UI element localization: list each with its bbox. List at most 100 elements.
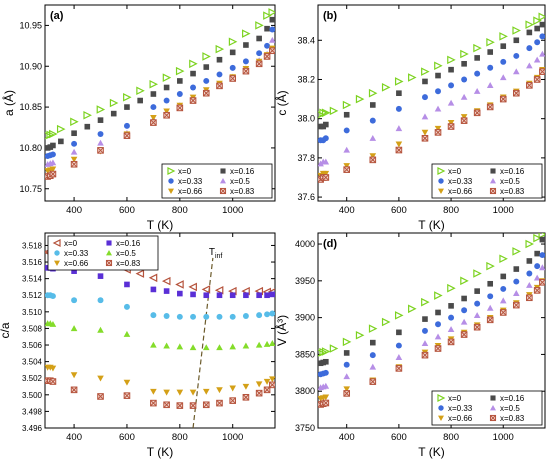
data-point xyxy=(447,326,455,333)
legend-marker-cross xyxy=(220,188,226,194)
x-tick-label: 400 xyxy=(66,205,82,216)
data-point xyxy=(538,233,545,239)
data-point xyxy=(487,280,494,287)
data-point xyxy=(97,139,104,146)
data-point xyxy=(447,123,455,130)
data-point xyxy=(229,313,236,320)
y-axis-label: a (Å) xyxy=(1,90,16,116)
data-point xyxy=(513,266,520,272)
data-point-cross xyxy=(447,123,455,130)
data-point xyxy=(434,291,443,300)
data-point xyxy=(190,291,196,298)
series-1 xyxy=(45,16,275,151)
data-point-cross xyxy=(534,76,541,83)
series-0 xyxy=(318,12,545,119)
data-point xyxy=(368,324,378,333)
data-point xyxy=(369,134,377,141)
data-point xyxy=(474,70,481,77)
data-point xyxy=(534,25,540,32)
data-point xyxy=(97,147,104,154)
data-point-cross xyxy=(526,294,533,301)
data-point xyxy=(255,389,263,397)
data-point xyxy=(322,382,330,389)
data-point xyxy=(395,146,403,154)
data-point xyxy=(395,105,402,112)
legend-marker xyxy=(437,394,446,402)
data-point-cross xyxy=(395,146,403,154)
data-point xyxy=(202,52,211,61)
legend-marker xyxy=(168,178,174,184)
data-point xyxy=(473,43,482,53)
data-point xyxy=(396,90,402,97)
data-point xyxy=(58,138,64,145)
data-point xyxy=(83,110,92,120)
legend-marker xyxy=(106,240,112,246)
legend-label: x=0.83 xyxy=(500,187,525,196)
data-point xyxy=(343,373,351,380)
data-point xyxy=(229,64,236,71)
data-point xyxy=(242,342,250,349)
legend-box xyxy=(161,163,273,199)
legend: x=0 x=0.16 x=0.33 x=0.5 x=0.66 x=0.83 xyxy=(47,235,159,271)
y-tick-label: 38.2 xyxy=(297,74,315,84)
legend-label: x=0.66 xyxy=(448,414,473,423)
data-point-cross xyxy=(163,401,170,408)
data-point xyxy=(150,388,157,395)
data-point xyxy=(216,292,223,299)
data-point xyxy=(435,321,441,328)
data-point xyxy=(215,44,225,54)
data-point xyxy=(395,342,402,349)
x-tick-label: 800 xyxy=(172,432,188,443)
data-point xyxy=(163,97,170,104)
data-point-cross xyxy=(263,53,271,60)
data-point xyxy=(70,386,78,394)
data-point xyxy=(448,82,455,89)
data-point-cross xyxy=(369,156,376,163)
legend-label: x=0.83 xyxy=(500,414,525,423)
data-point xyxy=(322,170,330,177)
data-point xyxy=(539,278,545,286)
data-point xyxy=(255,21,264,30)
data-point xyxy=(264,311,271,318)
data-point xyxy=(343,163,351,170)
data-point xyxy=(534,250,540,257)
data-point-cross xyxy=(242,67,250,75)
data-point xyxy=(263,340,271,347)
data-point-cross xyxy=(176,402,183,409)
data-point xyxy=(422,316,428,322)
x-tick-label: 800 xyxy=(443,432,459,443)
data-point xyxy=(343,127,350,134)
data-point xyxy=(268,8,275,17)
data-point xyxy=(369,117,376,124)
data-point xyxy=(487,49,494,55)
data-point-cross xyxy=(123,132,131,139)
data-point-cross xyxy=(526,82,533,89)
data-point-cross xyxy=(487,103,494,111)
legend-label: x=0 xyxy=(448,394,462,403)
x-tick-label: 400 xyxy=(339,432,355,443)
data-point-cross xyxy=(395,365,403,372)
data-point-cross xyxy=(487,316,494,323)
data-point xyxy=(70,117,79,127)
data-point xyxy=(486,316,494,324)
x-tick-label: 600 xyxy=(119,205,135,216)
y-axis-label: c (Å) xyxy=(274,90,289,115)
data-point xyxy=(486,304,494,311)
legend-label: x=0.33 xyxy=(448,404,473,413)
data-point xyxy=(188,282,197,292)
data-point xyxy=(49,170,57,178)
data-point xyxy=(269,291,275,298)
data-point xyxy=(136,86,145,96)
data-point xyxy=(216,387,223,394)
data-point xyxy=(202,401,210,409)
data-point xyxy=(97,131,104,138)
data-point xyxy=(150,399,157,407)
data-point xyxy=(242,383,250,390)
data-point xyxy=(526,29,533,36)
series-5 xyxy=(45,377,275,409)
data-point-cross xyxy=(49,170,57,178)
data-point xyxy=(70,372,78,379)
data-point xyxy=(163,84,170,91)
data-point xyxy=(269,340,275,347)
